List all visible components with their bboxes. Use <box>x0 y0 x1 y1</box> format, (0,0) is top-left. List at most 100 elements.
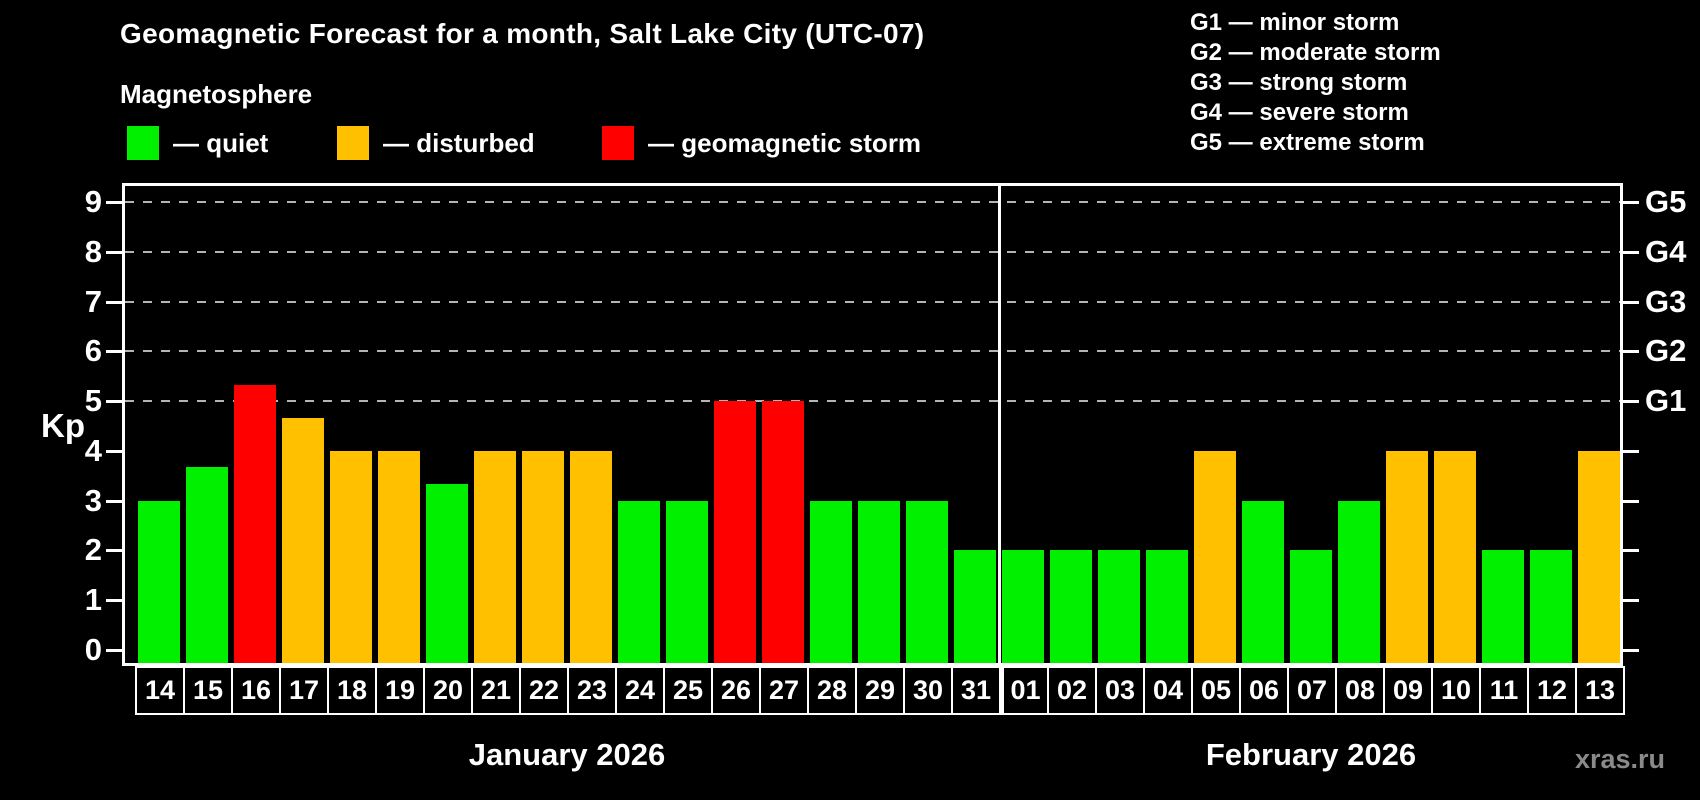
y-axis-label: 6 <box>84 333 102 369</box>
g-axis-label-g3: G3 <box>1645 283 1687 319</box>
kp-bar-day-07 <box>1290 550 1332 663</box>
storm-color-swatch <box>602 126 634 160</box>
day-label-31: 31 <box>951 668 999 713</box>
kp-gridline <box>125 400 1620 403</box>
y-axis-tick-right <box>1623 499 1639 503</box>
day-label-13: 13 <box>1575 668 1623 713</box>
chart-title: Geomagnetic Forecast for a month, Salt L… <box>120 18 925 49</box>
y-axis-tick-right <box>1623 599 1639 603</box>
y-axis-tick-right <box>1623 549 1639 553</box>
kp-bar-day-16 <box>234 384 276 663</box>
day-label-02: 02 <box>1047 668 1095 713</box>
day-label-28: 28 <box>807 668 855 713</box>
plot-border-left <box>122 183 125 666</box>
day-label-15: 15 <box>183 668 231 713</box>
kp-bar-day-11 <box>1482 550 1524 663</box>
kp-bar-day-20 <box>426 484 468 663</box>
kp-bar-day-22 <box>522 450 564 663</box>
kp-gridline <box>125 250 1620 253</box>
kp-gridline <box>125 300 1620 303</box>
y-axis-label: 3 <box>84 482 102 518</box>
kp-bar-day-10 <box>1434 450 1476 663</box>
y-axis-tick-right <box>1623 649 1639 652</box>
day-label-25: 25 <box>663 668 711 713</box>
kp-bar-day-03 <box>1098 550 1140 663</box>
month-separator-line <box>998 183 1001 666</box>
day-label-03: 03 <box>1095 668 1143 713</box>
day-label-07: 07 <box>1287 668 1335 713</box>
day-label-01: 01 <box>999 668 1047 713</box>
day-label-29: 29 <box>855 668 903 713</box>
y-axis-tick-left <box>106 200 122 204</box>
kp-bar-day-06 <box>1242 500 1284 663</box>
g-scale-legend-line: G2 — moderate storm <box>1190 39 1441 66</box>
day-label-20: 20 <box>423 668 471 713</box>
kp-bar-day-26 <box>714 401 756 663</box>
day-label-12: 12 <box>1527 668 1575 713</box>
y-axis-tick-left <box>106 549 122 553</box>
g-axis-label-g2: G2 <box>1645 333 1687 369</box>
kp-bar-day-13 <box>1578 450 1620 663</box>
month-label-february: February 2026 <box>1205 737 1417 772</box>
day-label-05: 05 <box>1191 668 1239 713</box>
kp-bar-day-14 <box>138 500 180 663</box>
y-axis-label: 2 <box>84 532 102 568</box>
y-axis-tick-left <box>106 499 122 503</box>
day-label-16: 16 <box>231 668 279 713</box>
day-label-17: 17 <box>279 668 327 713</box>
y-axis-tick-right <box>1623 250 1639 254</box>
kp-bar-day-29 <box>858 500 900 663</box>
kp-bar-day-02 <box>1050 550 1092 663</box>
chart-subtitle: Magnetosphere <box>120 79 313 109</box>
y-axis-label: 4 <box>84 432 102 468</box>
kp-bar-day-28 <box>810 500 852 663</box>
y-axis-tick-left <box>106 400 122 404</box>
y-axis-tick-left <box>106 300 122 304</box>
y-axis-tick-right <box>1623 350 1639 354</box>
day-label-11: 11 <box>1479 668 1527 713</box>
kp-bar-day-23 <box>570 450 612 663</box>
kp-bar-day-25 <box>666 500 708 663</box>
legend-label-storm: — geomagnetic storm <box>648 127 922 158</box>
y-axis-tick-right <box>1623 200 1639 204</box>
y-axis-label: 5 <box>84 383 102 419</box>
y-axis-tick-left <box>106 350 122 354</box>
y-axis-tick-right <box>1623 449 1639 453</box>
quiet-color-swatch <box>127 126 159 160</box>
g-axis-label-g1: G1 <box>1645 383 1687 419</box>
kp-bar-day-18 <box>330 450 372 663</box>
plot-border-top <box>122 183 1623 186</box>
kp-gridline <box>125 350 1620 353</box>
y-axis-tick-left <box>106 449 122 453</box>
y-axis-label: 1 <box>84 582 102 618</box>
day-label-30: 30 <box>903 668 951 713</box>
day-label-09: 09 <box>1383 668 1431 713</box>
y-axis-label: 0 <box>84 632 102 667</box>
day-label-21: 21 <box>471 668 519 713</box>
kp-bar-day-08 <box>1338 500 1380 663</box>
day-label-06: 06 <box>1239 668 1287 713</box>
plot-border-right <box>1620 183 1623 666</box>
day-label-26: 26 <box>711 668 759 713</box>
y-axis-label: 7 <box>84 283 102 319</box>
day-label-27: 27 <box>759 668 807 713</box>
y-axis-title: Kp <box>41 407 85 444</box>
kp-bar-day-17 <box>282 417 324 663</box>
day-label-23: 23 <box>567 668 615 713</box>
day-label-10: 10 <box>1431 668 1479 713</box>
kp-bar-day-05 <box>1194 450 1236 663</box>
kp-bar-day-27 <box>762 401 804 663</box>
legend-item-quiet: — quiet <box>127 126 268 160</box>
kp-bar-day-31 <box>954 550 996 663</box>
plot-area <box>122 183 1623 666</box>
legend-label-quiet: — quiet <box>173 127 269 158</box>
kp-bar-day-04 <box>1146 550 1188 663</box>
day-label-row: 14 15 16 17 18 19 20 21 22 23 24 25 26 27 28 29 30 31 01 02… <box>135 666 1625 715</box>
g-scale-legend-line: G1 — minor storm <box>1190 9 1400 36</box>
legend-item-disturbed: — disturbed <box>337 126 535 160</box>
kp-bar-day-30 <box>906 500 948 663</box>
y-axis-tick-right <box>1623 300 1639 304</box>
kp-bar-day-15 <box>186 467 228 663</box>
day-label-18: 18 <box>327 668 375 713</box>
